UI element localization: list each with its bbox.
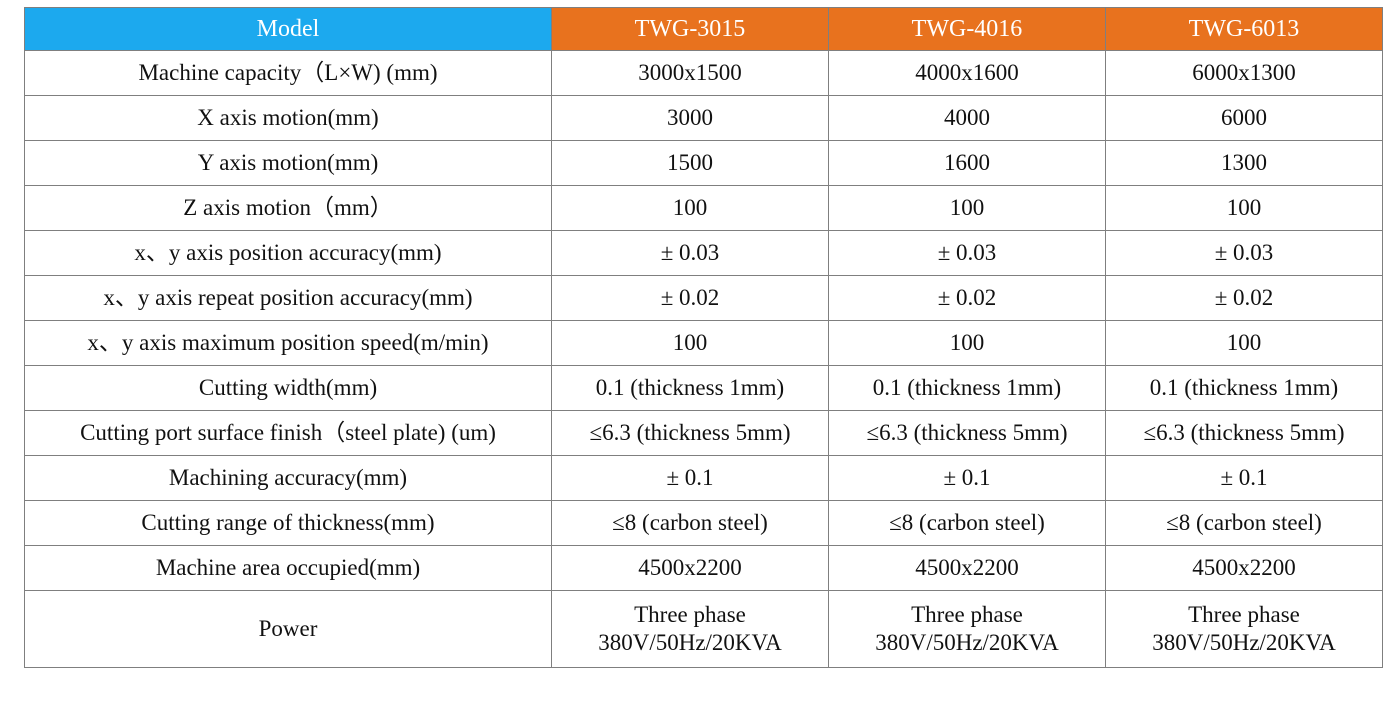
cell-value: 1300 (1105, 140, 1383, 186)
cell-value: ≤8 (carbon steel) (828, 500, 1106, 546)
row-label: Y axis motion(mm) (24, 140, 552, 186)
spec-table: Model TWG-3015 TWG-4016 TWG-6013 Machine… (24, 7, 1383, 668)
cell-value: Three phase 380V/50Hz/20KVA (551, 590, 829, 668)
table-row: Y axis motion(mm) 1500 1600 1300 (24, 140, 1383, 186)
cell-value: Three phase 380V/50Hz/20KVA (828, 590, 1106, 668)
cell-value: 4500x2200 (828, 545, 1106, 591)
power-phase: Three phase (1188, 602, 1300, 627)
row-label: Machine area occupied(mm) (24, 545, 552, 591)
power-phase: Three phase (911, 602, 1023, 627)
cell-value: ± 0.1 (551, 455, 829, 501)
cell-value: 0.1 (thickness 1mm) (828, 365, 1106, 411)
cell-value: 6000x1300 (1105, 50, 1383, 96)
table-row: Cutting range of thickness(mm) ≤8 (carbo… (24, 500, 1383, 546)
table-row: x、y axis position accuracy(mm) ± 0.03 ± … (24, 230, 1383, 276)
row-label: x、y axis repeat position accuracy(mm) (24, 275, 552, 321)
row-label: Z axis motion（mm） (24, 185, 552, 231)
cell-value: 0.1 (thickness 1mm) (551, 365, 829, 411)
table-row: Z axis motion（mm） 100 100 100 (24, 185, 1383, 231)
table-row: x、y axis repeat position accuracy(mm) ± … (24, 275, 1383, 321)
table-row: X axis motion(mm) 3000 4000 6000 (24, 95, 1383, 141)
cell-value: ± 0.02 (1105, 275, 1383, 321)
cell-value: 100 (551, 320, 829, 366)
model-header-cell: Model (24, 7, 552, 51)
cell-value: ± 0.03 (551, 230, 829, 276)
cell-value: ± 0.03 (828, 230, 1106, 276)
table-row: x、y axis maximum position speed(m/min) 1… (24, 320, 1383, 366)
cell-value: 6000 (1105, 95, 1383, 141)
row-label: Power (24, 590, 552, 668)
model-column-twg-3015: TWG-3015 (551, 7, 829, 51)
table-row: Machine area occupied(mm) 4500x2200 4500… (24, 545, 1383, 591)
row-label: Cutting range of thickness(mm) (24, 500, 552, 546)
header-row: Model TWG-3015 TWG-4016 TWG-6013 (24, 7, 1383, 51)
cell-value: ± 0.02 (551, 275, 829, 321)
cell-value: ≤8 (carbon steel) (1105, 500, 1383, 546)
table-row: Cutting port surface finish（steel plate)… (24, 410, 1383, 456)
cell-value: ≤8 (carbon steel) (551, 500, 829, 546)
cell-value: 4000 (828, 95, 1106, 141)
model-column-twg-6013: TWG-6013 (1105, 7, 1383, 51)
cell-value: ≤6.3 (thickness 5mm) (1105, 410, 1383, 456)
table-row: Machining accuracy(mm) ± 0.1 ± 0.1 ± 0.1 (24, 455, 1383, 501)
row-label: Cutting width(mm) (24, 365, 552, 411)
cell-value: 3000 (551, 95, 829, 141)
cell-value: 100 (828, 320, 1106, 366)
cell-value: 0.1 (thickness 1mm) (1105, 365, 1383, 411)
cell-value: Three phase 380V/50Hz/20KVA (1105, 590, 1383, 668)
table-row: Cutting width(mm) 0.1 (thickness 1mm) 0.… (24, 365, 1383, 411)
cell-value: ≤6.3 (thickness 5mm) (828, 410, 1106, 456)
cell-value: 4500x2200 (551, 545, 829, 591)
cell-value: 1500 (551, 140, 829, 186)
cell-value: ≤6.3 (thickness 5mm) (551, 410, 829, 456)
cell-value: 4500x2200 (1105, 545, 1383, 591)
row-label: Machining accuracy(mm) (24, 455, 552, 501)
row-label: X axis motion(mm) (24, 95, 552, 141)
row-label: x、y axis position accuracy(mm) (24, 230, 552, 276)
power-row: Power Three phase 380V/50Hz/20KVA Three … (24, 590, 1383, 668)
cell-value: ± 0.1 (1105, 455, 1383, 501)
power-rating: 380V/50Hz/20KVA (1152, 630, 1336, 655)
table-row: Machine capacity（L×W) (mm) 3000x1500 400… (24, 50, 1383, 96)
cell-value: ± 0.1 (828, 455, 1106, 501)
cell-value: 3000x1500 (551, 50, 829, 96)
power-phase: Three phase (634, 602, 746, 627)
cell-value: ± 0.03 (1105, 230, 1383, 276)
cell-value: 100 (1105, 185, 1383, 231)
power-rating: 380V/50Hz/20KVA (875, 630, 1059, 655)
cell-value: 1600 (828, 140, 1106, 186)
power-rating: 380V/50Hz/20KVA (598, 630, 782, 655)
row-label: Cutting port surface finish（steel plate)… (24, 410, 552, 456)
cell-value: ± 0.02 (828, 275, 1106, 321)
row-label: x、y axis maximum position speed(m/min) (24, 320, 552, 366)
cell-value: 100 (828, 185, 1106, 231)
cell-value: 100 (551, 185, 829, 231)
cell-value: 4000x1600 (828, 50, 1106, 96)
model-column-twg-4016: TWG-4016 (828, 7, 1106, 51)
cell-value: 100 (1105, 320, 1383, 366)
row-label: Machine capacity（L×W) (mm) (24, 50, 552, 96)
